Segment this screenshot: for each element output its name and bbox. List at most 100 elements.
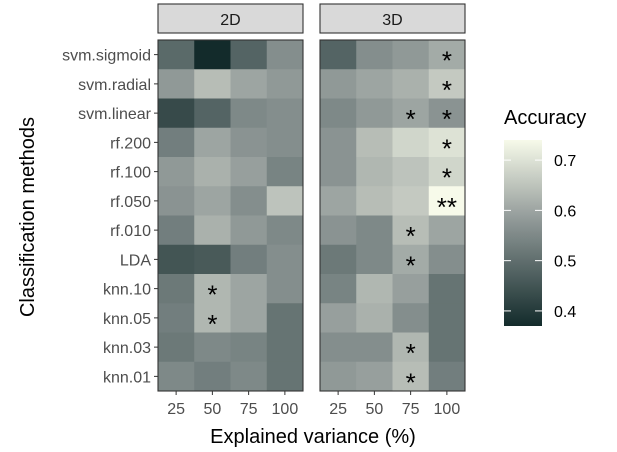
significance-marker: * xyxy=(406,221,416,251)
heatmap-cell xyxy=(392,157,430,187)
heatmap-cell xyxy=(428,127,466,158)
heatmap-cell xyxy=(392,186,430,216)
heatmap-cell xyxy=(266,157,304,187)
heatmap-cell xyxy=(194,244,231,275)
heatmap-cell xyxy=(158,69,195,99)
heatmap-cell xyxy=(230,332,268,363)
significance-marker: * xyxy=(406,338,416,368)
heatmap-cell xyxy=(230,69,268,99)
heatmap-cell xyxy=(392,69,430,99)
legend-ticks: 0.4 0.5 0.6 0.7 xyxy=(504,153,576,321)
heatmap-cell xyxy=(266,332,304,363)
heatmap-cell xyxy=(320,215,357,246)
heatmap-cell xyxy=(428,186,466,216)
heatmap-cell xyxy=(158,244,195,275)
heatmap-cell xyxy=(158,98,195,129)
heatmap-cell xyxy=(230,157,268,187)
significance-marker: * xyxy=(442,46,452,76)
heatmap-cell xyxy=(356,186,393,216)
x-tick-label: 50 xyxy=(365,401,383,418)
x-axis-ticks: 25 50 75 100 25 50 75 100 xyxy=(167,391,460,418)
heatmap-cell xyxy=(392,127,430,158)
heatmap-cell xyxy=(194,186,231,216)
heatmap-cell xyxy=(230,186,268,216)
heatmap-cell xyxy=(194,40,231,70)
heatmap-cell xyxy=(158,186,195,216)
heatmap-cell xyxy=(230,40,268,70)
heatmap-cell xyxy=(392,332,430,363)
significance-marker: * xyxy=(406,367,416,397)
x-tick-label: 100 xyxy=(272,401,299,418)
y-tick-label: rf.010 xyxy=(110,223,151,240)
y-axis-title: Classification methods xyxy=(17,117,39,317)
heatmap-cell xyxy=(320,157,357,187)
heatmap-cell xyxy=(266,69,304,99)
heatmap-cell xyxy=(266,274,304,304)
heatmap-cell xyxy=(158,157,195,187)
heatmap-cell xyxy=(428,215,466,246)
heatmap-cell xyxy=(158,274,195,304)
legend-title: Accuracy xyxy=(504,107,586,129)
heatmap-cell xyxy=(230,98,268,129)
significance-marker: * xyxy=(442,104,452,134)
y-tick-label: rf.200 xyxy=(110,135,151,152)
panel-border xyxy=(319,39,466,392)
heatmap-cell xyxy=(356,332,393,363)
significance-marker: * xyxy=(442,75,452,105)
heatmap-cell xyxy=(266,303,304,333)
legend-tick-label: 0.4 xyxy=(554,304,576,321)
heatmap-panels: 2D**3D*** ********* xyxy=(157,3,466,397)
y-tick-label: svm.sigmoid xyxy=(62,48,151,65)
y-tick-label: rf.050 xyxy=(110,194,151,211)
heatmap-cell xyxy=(428,157,466,187)
significance-marker: * xyxy=(442,133,452,163)
heatmap-cell xyxy=(194,303,231,333)
y-tick-label: svm.radial xyxy=(78,77,151,94)
heatmap-cell xyxy=(356,244,393,275)
significance-marker: * xyxy=(207,280,217,310)
heatmap-cell xyxy=(266,361,304,392)
heatmap-cell xyxy=(392,244,430,275)
heatmap-cell xyxy=(194,69,231,99)
heatmap-cell xyxy=(158,361,195,392)
facet-strip xyxy=(157,3,304,34)
x-tick-label: 75 xyxy=(402,401,420,418)
y-tick-label: rf.100 xyxy=(110,165,151,182)
significance-marker: * xyxy=(207,309,217,339)
heatmap-cell xyxy=(266,98,304,129)
y-tick-label: knn.05 xyxy=(103,311,151,328)
heatmap-cell xyxy=(230,274,268,304)
heatmap-cell xyxy=(158,127,195,158)
facet-strip xyxy=(319,3,466,34)
legend: Accuracy 0.4 0.5 0.6 0.7 xyxy=(504,107,586,326)
panel-border xyxy=(157,39,304,392)
facet-strip-label: 2D xyxy=(220,12,240,29)
heatmap-cell xyxy=(194,332,231,363)
heatmap-cell xyxy=(356,274,393,304)
significance-marker: * xyxy=(406,104,416,134)
heatmap-cell xyxy=(428,361,466,392)
heatmap-cell xyxy=(428,303,466,333)
heatmap-cell xyxy=(158,332,195,363)
y-tick-label: LDA xyxy=(120,252,151,269)
x-axis-title: Explained variance (%) xyxy=(210,426,416,448)
legend-colorbar xyxy=(504,140,542,326)
heatmap-cell xyxy=(230,361,268,392)
heatmap-cell xyxy=(320,127,357,158)
heatmap-cell xyxy=(320,244,357,275)
heatmap-cell xyxy=(356,69,393,99)
heatmap-cell xyxy=(230,215,268,246)
heatmap-cell xyxy=(392,40,430,70)
legend-tick-label: 0.5 xyxy=(554,254,576,271)
heatmap-cell xyxy=(356,98,393,129)
significance-marker: * xyxy=(442,163,452,193)
heatmap-cell xyxy=(230,244,268,275)
heatmap-cell xyxy=(428,69,466,99)
heatmap-cell xyxy=(158,303,195,333)
x-tick-label: 50 xyxy=(203,401,221,418)
significance-marker: * xyxy=(406,250,416,280)
heatmap-cell xyxy=(356,361,393,392)
y-tick-label: svm.linear xyxy=(78,106,152,123)
heatmap-cell xyxy=(428,40,466,70)
heatmap-cell xyxy=(194,215,231,246)
